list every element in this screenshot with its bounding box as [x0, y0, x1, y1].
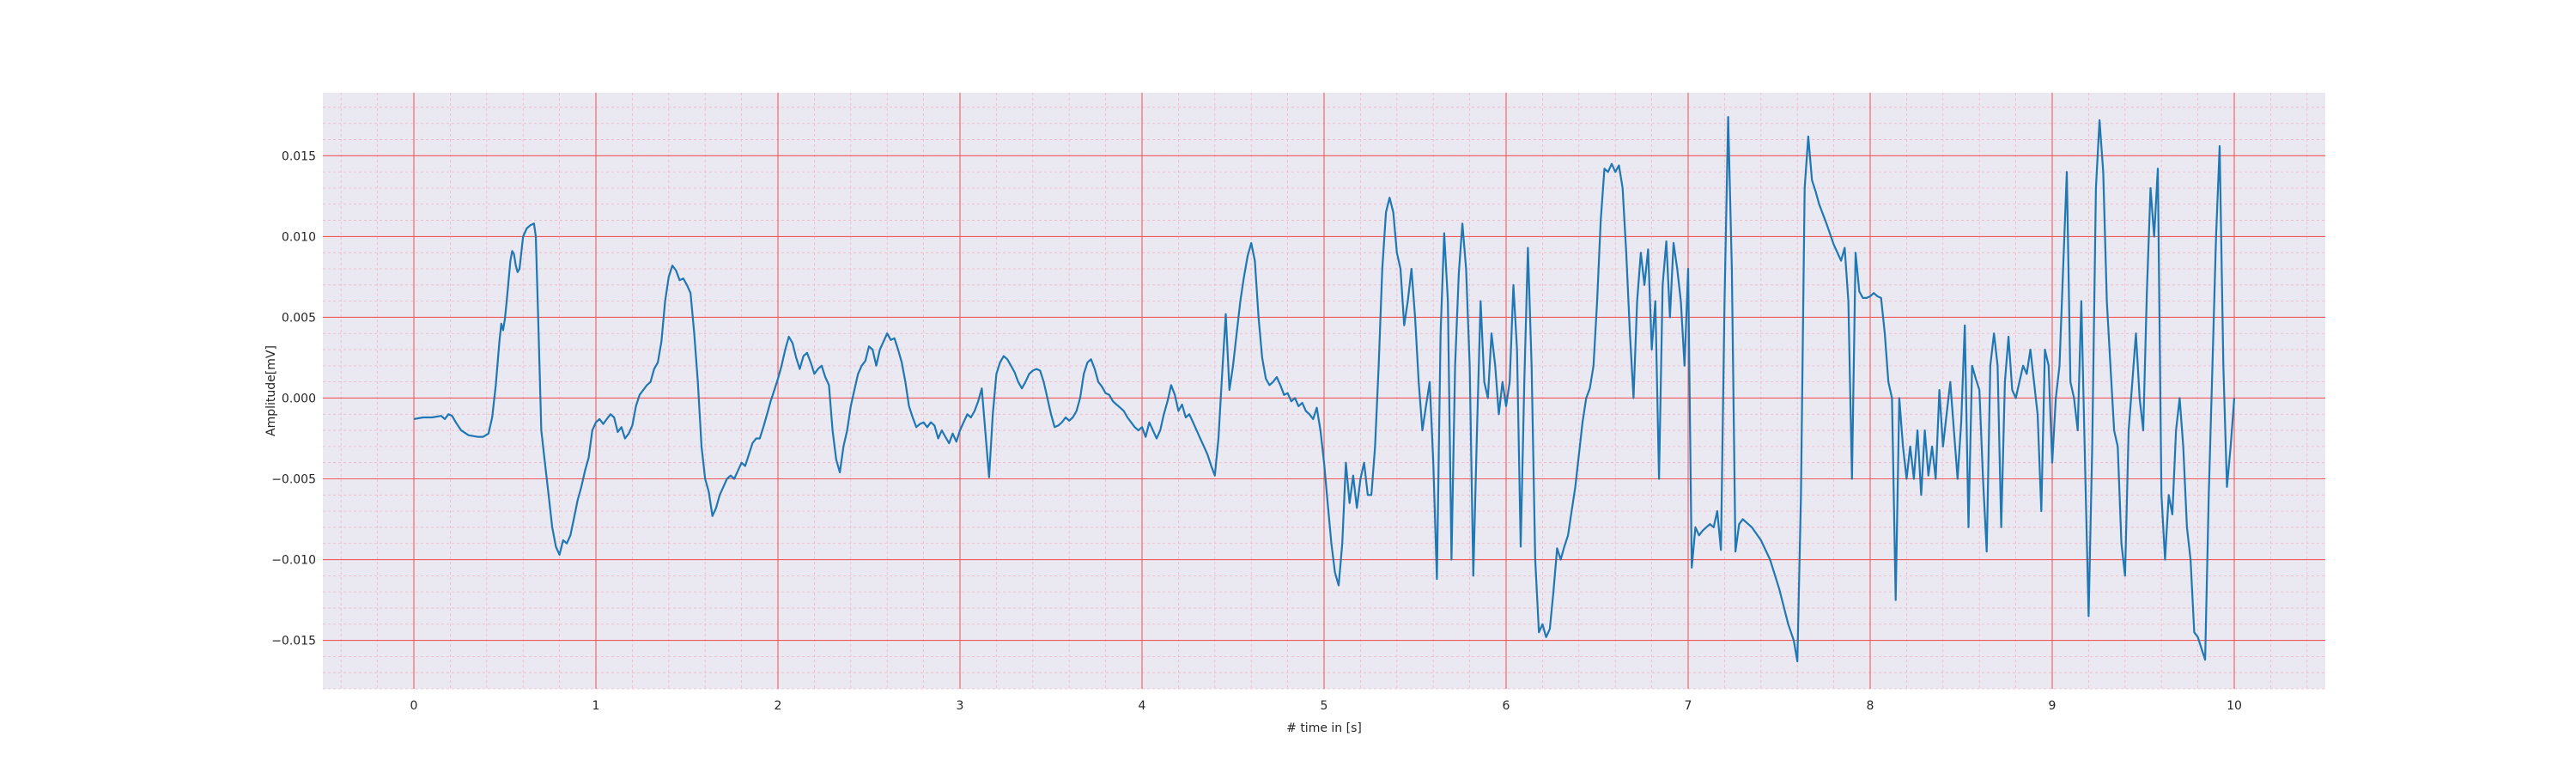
x-tick-label: 6	[1503, 699, 1510, 713]
y-tick-label: −0.010	[271, 554, 316, 568]
x-tick-label: 9	[2049, 699, 2057, 713]
x-axis-label: # time in [s]	[1286, 721, 1362, 735]
y-axis-label: Amplitude[mV]	[264, 345, 278, 436]
y-tick-label: −0.015	[271, 635, 316, 648]
x-tick-label: 3	[957, 699, 964, 713]
y-tick-label: 0.000	[282, 392, 316, 405]
x-tick-label: 10	[2227, 699, 2242, 713]
series-line-ecg-signal	[413, 116, 2236, 663]
x-tick-label: 8	[1867, 699, 1874, 713]
x-tick-label: 5	[1321, 699, 1328, 713]
major-grid	[323, 93, 2325, 689]
x-tick-label: 7	[1685, 699, 1692, 713]
y-tick-label: 0.010	[282, 230, 316, 244]
x-tick-label: 4	[1139, 699, 1146, 713]
x-axis-ticks: 0 1 2 3 4 5 6 7 8 9 10	[410, 699, 2242, 713]
x-tick-label: 0	[410, 699, 418, 713]
x-tick-label: 1	[592, 699, 600, 713]
y-tick-label: 0.005	[282, 311, 316, 325]
y-axis-ticks: −0.015 −0.010 −0.005 0.000 0.005 0.010 0.015	[271, 149, 316, 648]
y-tick-label: 0.015	[282, 149, 316, 163]
x-tick-label: 2	[775, 699, 782, 713]
y-tick-label: −0.005	[271, 473, 316, 487]
